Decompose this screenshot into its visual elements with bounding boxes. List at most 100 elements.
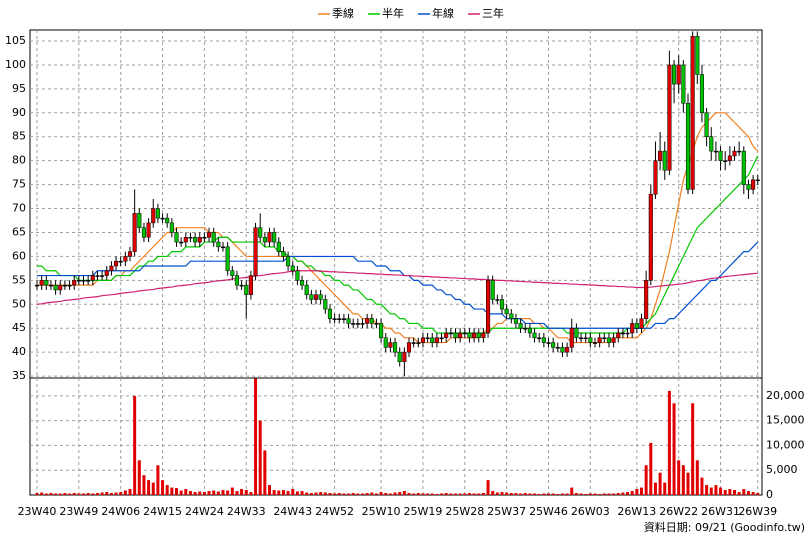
candle-body bbox=[44, 280, 49, 286]
y2-tick-label: 15,000 bbox=[766, 414, 805, 427]
volume-bar bbox=[547, 493, 550, 495]
candle-body bbox=[444, 332, 449, 339]
volume-bar bbox=[495, 492, 499, 495]
candle-body bbox=[379, 323, 384, 339]
volume-bar bbox=[398, 492, 402, 495]
candle-body bbox=[681, 64, 686, 104]
volume-bar bbox=[309, 493, 313, 495]
candle-body bbox=[509, 313, 514, 319]
candle-body bbox=[634, 323, 639, 329]
candle-body bbox=[374, 323, 379, 325]
y-tick-label: 60 bbox=[12, 249, 26, 262]
volume-bar bbox=[188, 491, 192, 495]
y-tick-label: 55 bbox=[12, 273, 26, 286]
volume-bar bbox=[486, 480, 490, 495]
x-tick-label: 24W24 bbox=[185, 505, 224, 518]
candle-body bbox=[527, 327, 532, 334]
candle-body bbox=[369, 318, 374, 324]
candle-body bbox=[704, 112, 709, 137]
volume-bar bbox=[709, 487, 713, 495]
candle-body bbox=[165, 217, 170, 224]
volume-bar bbox=[72, 493, 76, 495]
candle-body bbox=[67, 284, 72, 287]
legend-label: 三年 bbox=[482, 6, 504, 20]
candle-body bbox=[118, 260, 123, 263]
candle-body bbox=[230, 270, 235, 276]
candle-body bbox=[439, 337, 444, 340]
volume-bar bbox=[109, 493, 113, 495]
candle-body bbox=[281, 251, 286, 257]
candle-body bbox=[58, 284, 63, 291]
x-tick-label: 24W43 bbox=[273, 505, 312, 518]
x-tick-label: 25W46 bbox=[529, 505, 568, 518]
candle-body bbox=[86, 280, 91, 282]
candle-body bbox=[513, 318, 519, 324]
candle-body bbox=[216, 241, 221, 248]
candle-body bbox=[462, 332, 467, 335]
volume-bar bbox=[672, 403, 676, 495]
candle-body bbox=[420, 337, 425, 343]
volume-bar bbox=[100, 492, 104, 495]
volume-bar bbox=[216, 491, 220, 495]
candle-body bbox=[653, 160, 658, 195]
y2-tick-label: 10,000 bbox=[766, 438, 805, 451]
candle-body bbox=[34, 284, 40, 287]
candle-body bbox=[699, 74, 705, 114]
volume-bar bbox=[277, 490, 281, 495]
candle-body bbox=[48, 284, 54, 287]
candle-body bbox=[174, 232, 179, 243]
volume-bar bbox=[533, 493, 537, 495]
candle-body bbox=[53, 284, 58, 291]
volume-bar bbox=[133, 395, 137, 495]
candle-body bbox=[644, 280, 649, 319]
candle-body bbox=[304, 284, 309, 295]
volume-bar bbox=[737, 492, 741, 495]
volume-bar bbox=[142, 475, 146, 495]
candle-body bbox=[672, 64, 677, 85]
volume-bar bbox=[175, 488, 178, 495]
candle-body bbox=[611, 337, 616, 343]
x-tick-label: 25W19 bbox=[404, 505, 443, 518]
candle-body bbox=[555, 347, 560, 349]
candle-body bbox=[225, 246, 230, 272]
volume-bar bbox=[463, 493, 467, 495]
candle-body bbox=[393, 342, 398, 353]
y-tick-label: 85 bbox=[12, 130, 26, 143]
candle-body bbox=[388, 342, 393, 348]
y-tick-label: 75 bbox=[12, 178, 26, 191]
candle-body bbox=[685, 102, 691, 190]
candle-body bbox=[658, 150, 663, 161]
candle-body bbox=[72, 280, 77, 286]
volume-bar bbox=[374, 493, 378, 495]
volume-bar bbox=[272, 490, 276, 495]
volume-bar bbox=[681, 465, 685, 495]
volume-bar bbox=[537, 494, 541, 495]
legend-label: 季線 bbox=[332, 6, 354, 20]
volume-bar bbox=[281, 490, 285, 495]
candle-body bbox=[406, 342, 412, 353]
volume-bar bbox=[667, 390, 671, 495]
candle-body bbox=[100, 275, 105, 277]
volume-bar bbox=[519, 493, 523, 495]
x-tick-label: 24W15 bbox=[143, 505, 182, 518]
candle-body bbox=[155, 208, 160, 219]
volume-bar bbox=[305, 492, 309, 495]
candle-body bbox=[574, 327, 579, 339]
y-tick-label: 40 bbox=[12, 345, 26, 358]
volume-bar bbox=[58, 493, 62, 495]
candle-body bbox=[565, 347, 570, 353]
volume-bar bbox=[467, 493, 471, 495]
candle-body bbox=[202, 237, 207, 239]
volume-bar bbox=[147, 480, 151, 495]
volume-bar bbox=[528, 493, 532, 495]
y2-tick-label: 5,000 bbox=[766, 463, 798, 476]
volume-bar bbox=[505, 492, 509, 495]
candle-body bbox=[137, 213, 142, 228]
legend-label: 半年 bbox=[382, 6, 404, 20]
candle-body bbox=[676, 64, 681, 85]
candle-body bbox=[486, 280, 491, 334]
volume-bar bbox=[165, 485, 169, 495]
candle-body bbox=[430, 337, 435, 343]
candle-body bbox=[267, 232, 272, 243]
